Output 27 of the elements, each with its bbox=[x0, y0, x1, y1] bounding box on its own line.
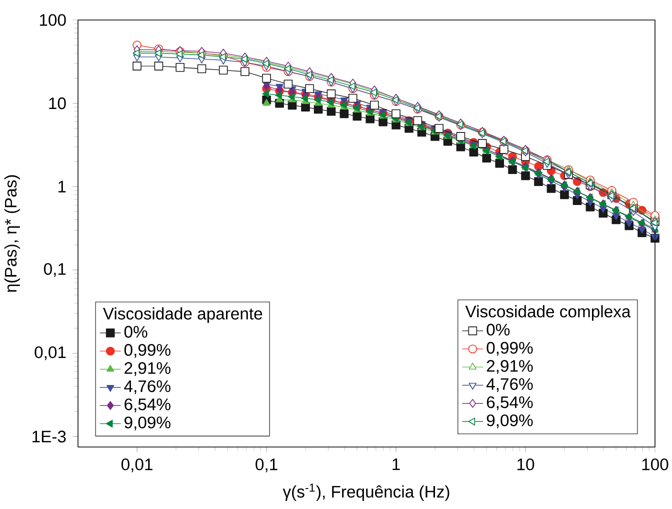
legend-title: Viscosidade aparente bbox=[102, 307, 262, 323]
legend-label: 9,09% bbox=[486, 414, 533, 428]
legend-label: 0% bbox=[486, 324, 510, 336]
y-axis-title: η(Pas), η* (Pas) bbox=[4, 175, 20, 292]
y-tick-label: 1 bbox=[58, 180, 66, 192]
x-tick-label: 10 bbox=[518, 458, 534, 470]
legend-label: 0,99% bbox=[124, 344, 170, 358]
legend-label: 4,76% bbox=[486, 378, 533, 392]
x-axis-title: γ(s$^{-1}$), Frequência (Hz) bbox=[282, 484, 450, 501]
legend-label: 9,09% bbox=[124, 416, 170, 430]
legend-title: Viscosidade complexa bbox=[465, 305, 631, 321]
x-tick-label: 0,1 bbox=[256, 458, 278, 472]
legend-label: 2,91% bbox=[124, 362, 170, 376]
x-tick-label: 0,01 bbox=[121, 458, 152, 472]
y-tick-label: 0,01 bbox=[34, 346, 66, 360]
y-tick-label: 100 bbox=[40, 14, 66, 26]
legend-label: 4,76% bbox=[124, 380, 170, 394]
x-tick-label: 100 bbox=[642, 458, 668, 470]
legend-label: 0% bbox=[124, 326, 148, 338]
legend-label: 6,54% bbox=[486, 396, 533, 410]
legend-label: 6,54% bbox=[124, 398, 170, 412]
y-tick-label: 1E-3 bbox=[32, 430, 66, 442]
y-tick-label: 0,1 bbox=[44, 263, 66, 277]
legend-label: 0,99% bbox=[486, 342, 533, 356]
y-tick-label: 10 bbox=[49, 97, 66, 110]
legend-label: 2,91% bbox=[486, 360, 533, 374]
x-tick-label: 1 bbox=[392, 458, 400, 470]
